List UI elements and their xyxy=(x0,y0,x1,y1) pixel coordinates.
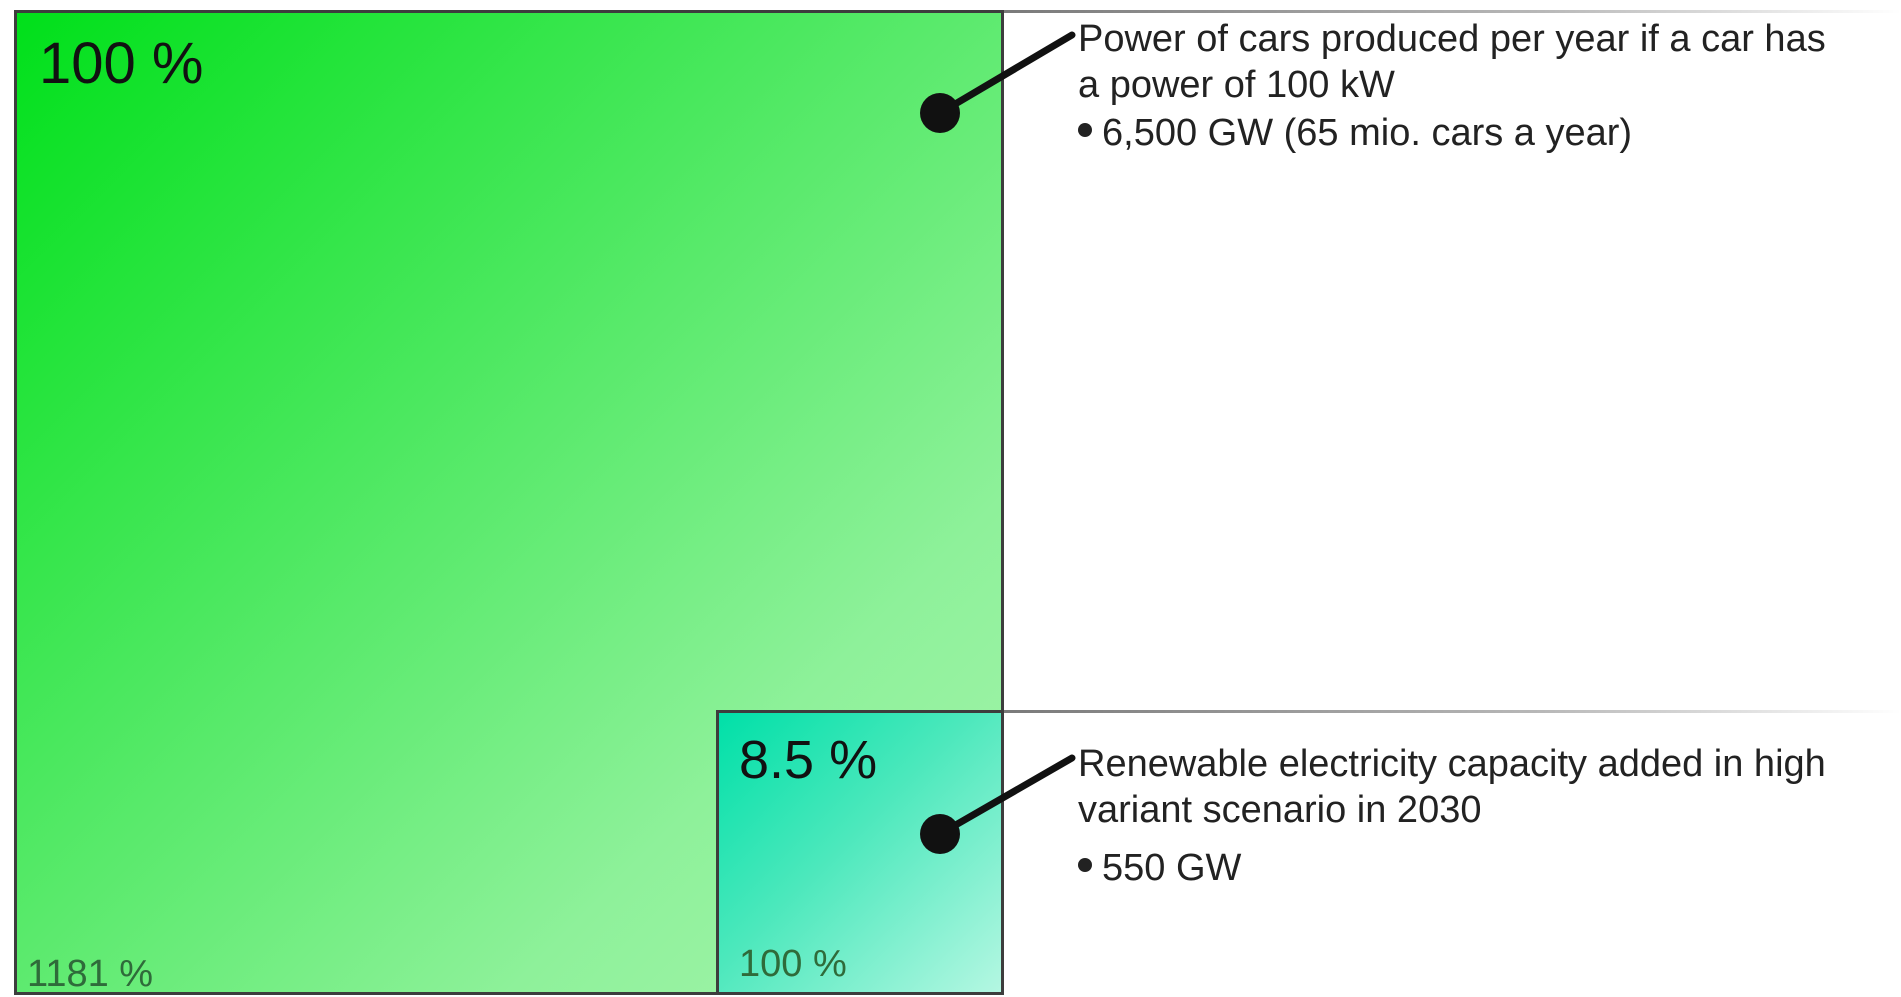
callout-bottom: Renewable electricity capacity added in … xyxy=(1078,741,1898,891)
callout-top-description: Power of cars produced per year if a car… xyxy=(1078,18,1826,106)
callout-top-bullet-text: 6,500 GW (65 mio. cars a year) xyxy=(1102,112,1633,154)
top-separator-line xyxy=(1004,10,1901,13)
inner-square-bottom-percent: 100 % xyxy=(739,943,847,985)
callout-bottom-bullet: 550 GW xyxy=(1078,845,1898,891)
bullet-icon xyxy=(1078,123,1092,137)
callout-bottom-bullet-text: 550 GW xyxy=(1102,847,1242,889)
inner-square-top-percent: 8.5 % xyxy=(739,730,878,790)
callout-bottom-description: Renewable electricity capacity added in … xyxy=(1078,743,1826,831)
middle-separator-line xyxy=(1004,710,1901,713)
outer-square-bottom-percent: 1181 % xyxy=(27,953,154,995)
callout-top-bullet: 6,500 GW (65 mio. cars a year) xyxy=(1078,110,1898,156)
bullet-icon xyxy=(1078,858,1092,872)
outer-square: 100 % 1181 % xyxy=(14,10,1004,995)
inner-square: 8.5 % 100 % xyxy=(716,710,1004,995)
outer-square-top-percent: 100 % xyxy=(39,31,204,96)
callout-top: Power of cars produced per year if a car… xyxy=(1078,16,1898,156)
